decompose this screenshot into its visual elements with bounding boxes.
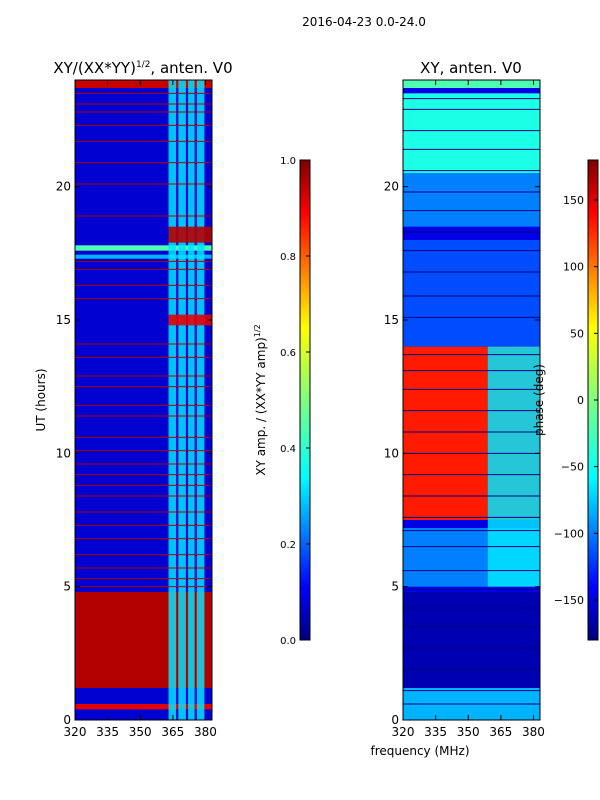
heatmap-column-band <box>168 80 177 720</box>
x-tick-label: 350 <box>129 725 152 739</box>
heatmap-row-band <box>75 704 212 710</box>
phase-colorbar: 150 100 50 0 −50 −100 −150 phase (deg) <box>532 159 599 641</box>
x-tick-label: 380 <box>194 725 217 739</box>
heatmap-row-band <box>403 80 540 88</box>
heatmap-row-band <box>75 245 212 251</box>
x-tick-label: 320 <box>64 725 87 739</box>
amplitude-plot-frame <box>74 79 213 721</box>
amplitude-colorbar-gradient <box>299 159 311 641</box>
heatmap-column-band <box>178 80 186 720</box>
phase-axes-ticks: 320 335 350 365 380 0 5 10 15 20 <box>384 80 545 739</box>
phase-panel: XY, anten. V0 320 335 350 365 380 0 5 10 15 20 <box>384 59 545 739</box>
colorbar-tick-label: 1.0 <box>280 156 296 167</box>
amplitude-colorbar: 0.0 0.2 0.4 0.6 0.8 1.0 XY amp. / (XX*YY amp)… <box>253 156 311 647</box>
colorbar-tick-label: 0.6 <box>280 348 296 359</box>
x-tick-label: 335 <box>424 725 447 739</box>
heatmap-row-band <box>403 240 540 347</box>
colorbar-tick-label: 0.2 <box>280 540 296 551</box>
amplitude-colorbar-label: XY amp. / (XX*YY amp)1/2 <box>253 324 268 475</box>
y-tick-label: 0 <box>391 713 399 727</box>
heatmap-column-band <box>196 80 205 720</box>
amplitude-colorbar-label-exponent: 1/2 <box>253 324 262 337</box>
heatmap-hot-spot <box>168 314 212 326</box>
colorbar-tick-label: 150 <box>563 194 584 207</box>
y-tick-label: 10 <box>56 446 71 460</box>
colorbar-tick-label: 50 <box>570 327 584 340</box>
colorbar-tick-label: 100 <box>563 261 584 274</box>
amplitude-title-main: XY/(XX*YY) <box>53 59 136 77</box>
phase-plot-frame <box>402 79 541 721</box>
heatmap-column-band <box>188 80 195 720</box>
x-tick-label: 365 <box>489 725 512 739</box>
y-tick-label: 15 <box>384 313 399 327</box>
colorbar-tick-label: 0 <box>577 394 584 407</box>
heatmap-hot-spot <box>168 226 212 243</box>
heatmap-row-band <box>75 80 212 88</box>
x-tick-label: 380 <box>522 725 545 739</box>
x-tick-label: 365 <box>161 725 184 739</box>
amplitude-axes-ticks: 320 335 350 365 380 0 5 10 15 20 <box>56 80 217 739</box>
colorbar-tick-label: 0.4 <box>280 444 296 455</box>
phase-colorbar-ticks: 150 100 50 0 −50 −100 −150 <box>554 194 598 607</box>
figure-xlabel: frequency (MHz) <box>370 744 469 758</box>
y-tick-label: 5 <box>391 580 399 594</box>
y-tick-label: 0 <box>63 713 71 727</box>
y-tick-label: 20 <box>56 180 71 194</box>
figure-suptitle: 2016-04-23 0.0-24.0 <box>302 15 426 29</box>
y-tick-label: 10 <box>384 446 399 460</box>
x-tick-label: 335 <box>96 725 119 739</box>
amplitude-colorbar-label-main: XY amp. / (XX*YY amp) <box>254 337 268 475</box>
x-tick-label: 320 <box>392 725 415 739</box>
amplitude-ylabel: UT (hours) <box>34 368 48 431</box>
phase-heatmap <box>403 80 540 720</box>
amplitude-colorbar-ticks: 0.0 0.2 0.4 0.6 0.8 1.0 <box>280 156 310 647</box>
amplitude-heatmap <box>75 80 212 720</box>
heatmap-row-band <box>403 93 540 174</box>
heatmap-row-band <box>403 173 540 227</box>
amplitude-title-tail: , anten. V0 <box>150 59 232 77</box>
colorbar-tick-label: 0.0 <box>280 636 296 647</box>
heatmap-row-band <box>403 592 540 688</box>
amplitude-title: XY/(XX*YY)1/2, anten. V0 <box>53 59 232 77</box>
colorbar-tick-label: 0.8 <box>280 252 296 263</box>
y-tick-label: 15 <box>56 313 71 327</box>
amplitude-panel: XY/(XX*YY)1/2, anten. V0 320 335 350 365 380… <box>34 59 233 739</box>
x-tick-label: 350 <box>457 725 480 739</box>
y-tick-label: 20 <box>384 180 399 194</box>
amplitude-title-exponent: 1/2 <box>136 60 150 70</box>
y-tick-label: 5 <box>63 580 71 594</box>
heatmap-row-band <box>75 254 212 259</box>
colorbar-tick-label: −100 <box>554 527 584 540</box>
colorbar-tick-label: −150 <box>554 594 584 607</box>
colorbar-tick-label: −50 <box>561 461 584 474</box>
phase-title: XY, anten. V0 <box>420 59 522 77</box>
phase-colorbar-label: phase (deg) <box>532 364 546 436</box>
